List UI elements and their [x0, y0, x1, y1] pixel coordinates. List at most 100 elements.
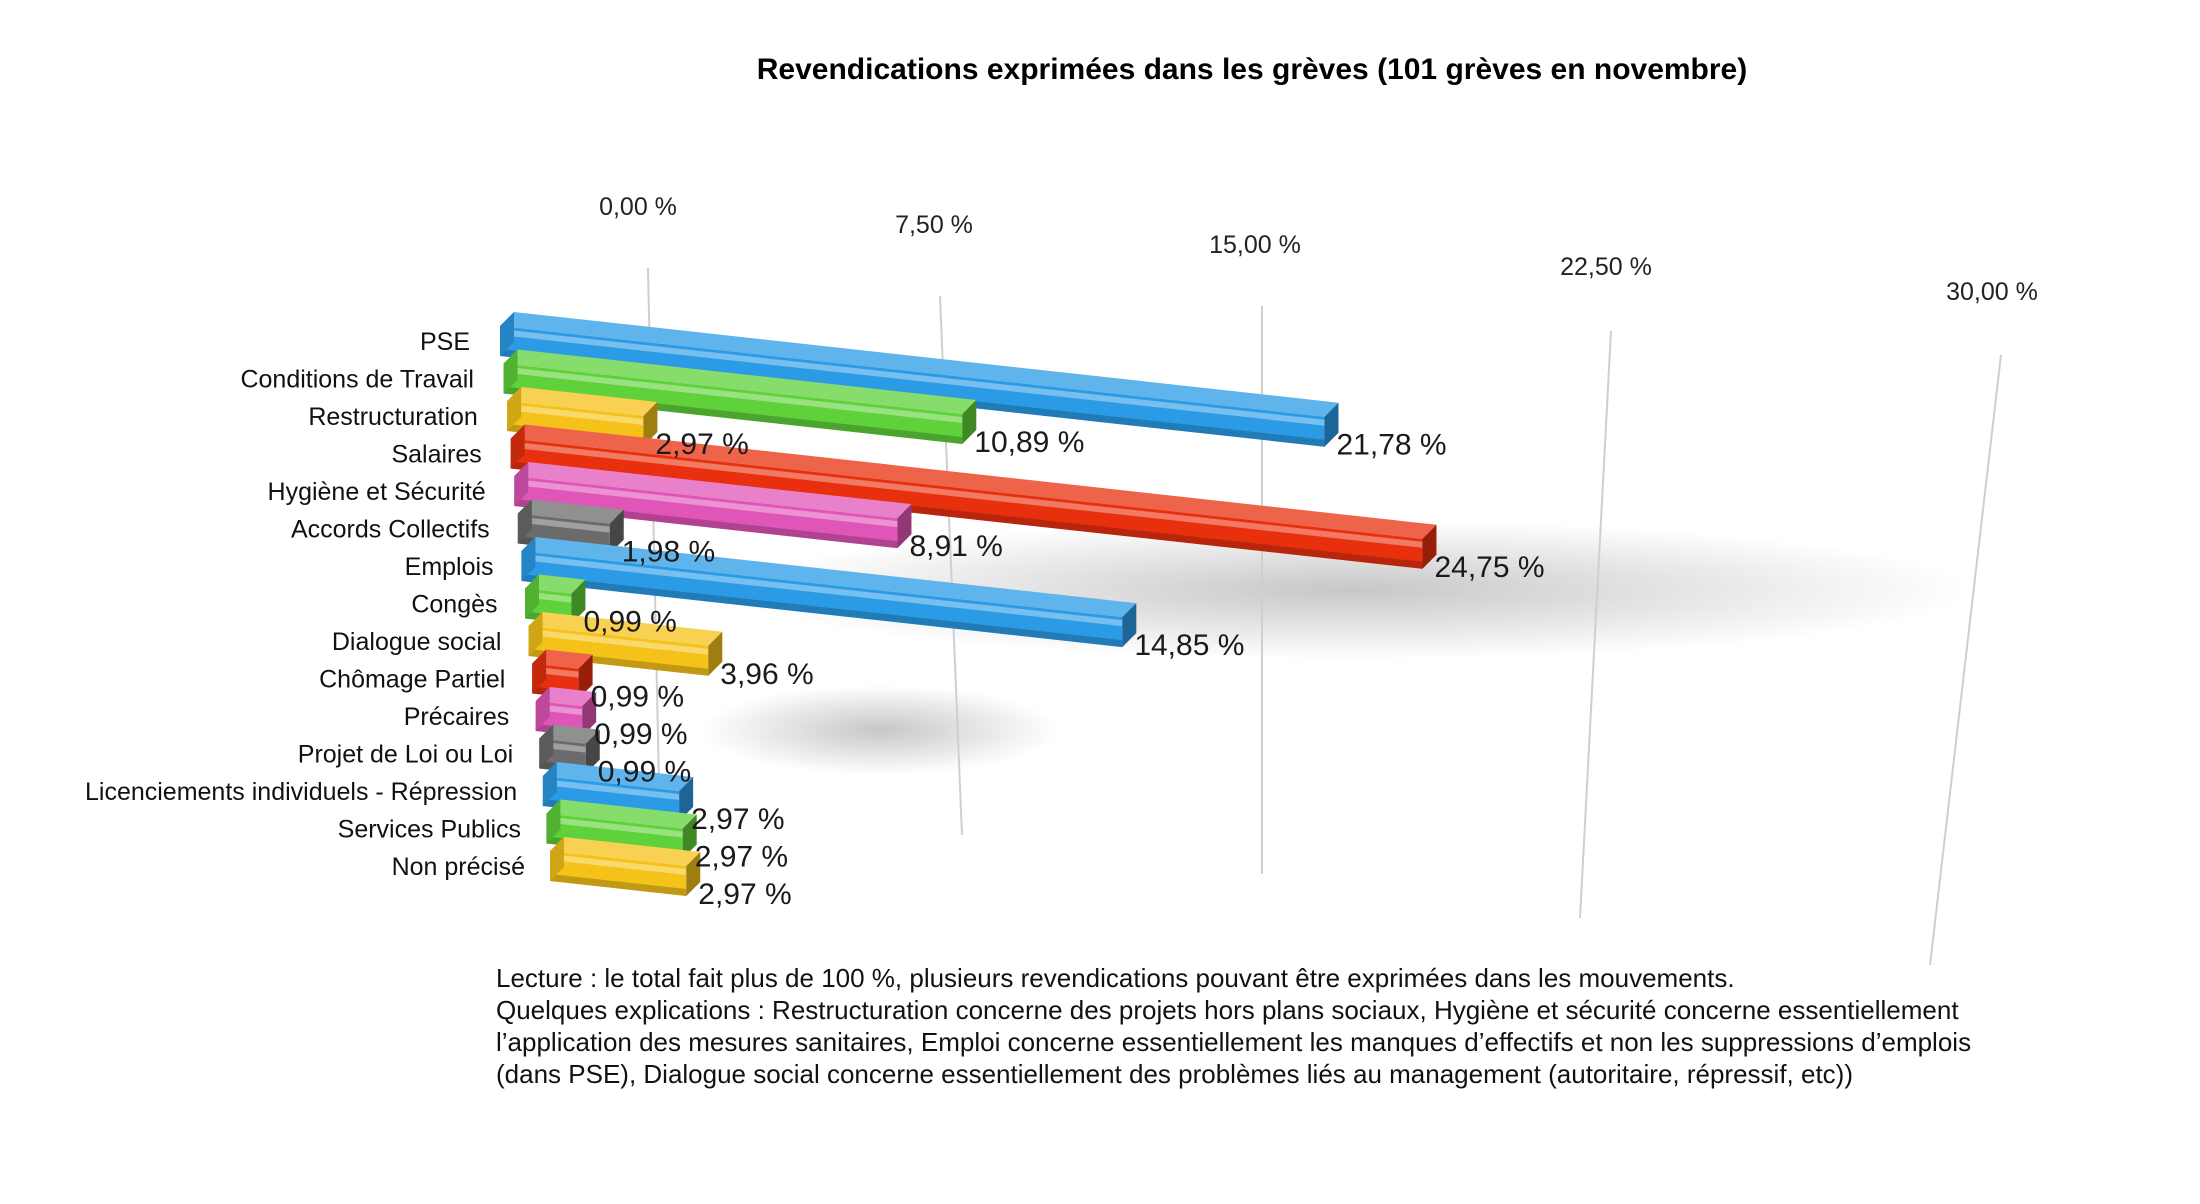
gridline	[1579, 330, 1612, 919]
value-label: 24,75 %	[1434, 551, 1544, 584]
bar-end	[582, 692, 597, 737]
bar-start	[539, 724, 554, 769]
bar	[550, 837, 701, 896]
x-tick-label: 7,50 %	[895, 211, 973, 239]
bar-shade	[521, 574, 1123, 648]
bar-highlight	[510, 441, 1423, 548]
bar-start	[550, 837, 564, 881]
value-label: 10,89 %	[974, 426, 1084, 459]
bar-highlight	[542, 779, 680, 800]
chart-title: Revendications exprimées dans les grèves…	[757, 53, 1747, 86]
value-label: 3,96 %	[720, 658, 813, 691]
bar-highlight	[514, 479, 898, 528]
category-label: Projet de Loi ou Loi	[298, 741, 513, 769]
bar-top	[539, 724, 600, 744]
value-label: 0,99 %	[594, 718, 687, 751]
category-label: Non précisé	[392, 853, 525, 881]
bar-end	[585, 729, 600, 774]
bar-end	[1122, 603, 1137, 648]
bar-end	[962, 399, 977, 444]
bar-start	[510, 424, 525, 469]
category-label: Emplois	[405, 553, 494, 581]
value-label: 1,98 %	[622, 536, 715, 569]
bar-start	[542, 762, 557, 806]
x-tick-label: 15,00 %	[1209, 231, 1301, 259]
bar-top	[546, 799, 697, 829]
bar-top	[510, 424, 1437, 539]
category-label: Services Publics	[338, 816, 521, 844]
value-label: 2,97 %	[698, 878, 791, 911]
bar-highlight	[517, 516, 610, 533]
value-label: 2,97 %	[695, 840, 788, 873]
bar-start	[517, 499, 532, 544]
bar-top	[514, 462, 912, 519]
bar-top	[528, 612, 723, 646]
bar-top	[517, 499, 624, 524]
bar-top	[500, 312, 1339, 417]
value-label: 14,85 %	[1134, 629, 1244, 662]
value-label: 0,99 %	[598, 756, 691, 789]
bar-top	[507, 387, 658, 416]
category-label: Hygiène et Sécurité	[268, 478, 486, 506]
value-label: 0,99 %	[591, 681, 684, 714]
reading-note: Lecture : le total fait plus de 100 %, p…	[496, 962, 2036, 1090]
bar-end	[682, 814, 697, 859]
bar-top	[521, 537, 1137, 618]
bar-highlight	[521, 554, 1123, 627]
bar-highlight	[550, 854, 687, 875]
bar-highlight	[528, 629, 709, 655]
bar-top	[542, 762, 694, 791]
bar-highlight	[503, 366, 963, 423]
category-label: Précaires	[404, 703, 510, 731]
category-label: Conditions de Travail	[240, 366, 473, 394]
bar-end	[609, 509, 624, 554]
value-label: 2,97 %	[655, 428, 748, 461]
note-line-1: Lecture : le total fait plus de 100 %, p…	[496, 963, 1735, 993]
bar-highlight	[500, 329, 1325, 426]
floor-shadow	[700, 685, 1060, 775]
bar-top	[535, 687, 597, 707]
bar-start	[503, 349, 518, 394]
bar	[539, 724, 600, 774]
note-line-2: Quelques explications : Restructuration …	[496, 995, 1972, 1089]
category-label: Accords Collectifs	[291, 516, 490, 544]
category-label: PSE	[420, 328, 470, 356]
bar-start	[532, 649, 547, 694]
bar-highlight	[546, 816, 683, 838]
bar-shade	[550, 874, 687, 896]
bar-start	[525, 574, 539, 619]
bar-start	[546, 799, 561, 844]
bar-start	[514, 462, 529, 506]
bar-top	[532, 649, 593, 669]
x-tick-label: 22,50 %	[1560, 253, 1652, 281]
gridline	[1929, 354, 2002, 966]
category-label: Chômage Partiel	[319, 666, 505, 694]
bar-end	[571, 579, 586, 624]
value-label: 8,91 %	[909, 530, 1002, 563]
bar-start	[507, 387, 522, 431]
bar-end	[897, 504, 912, 549]
bar-highlight	[507, 404, 644, 425]
bar-start	[521, 537, 536, 581]
bar-end	[643, 401, 658, 446]
category-label: Dialogue social	[332, 628, 502, 656]
category-label: Salaires	[391, 441, 481, 469]
bar-start	[528, 612, 543, 656]
x-tick-label: 0,00 %	[599, 193, 677, 221]
value-label: 21,78 %	[1337, 429, 1447, 462]
bar-end	[708, 631, 723, 676]
bar-end	[1422, 524, 1437, 569]
bar-end	[578, 654, 593, 699]
bar-end	[1324, 402, 1339, 447]
value-label: 0,99 %	[583, 606, 676, 639]
bar-end	[686, 851, 701, 896]
category-label: Licenciements individuels - Répression	[85, 778, 517, 806]
bar-top	[550, 837, 701, 866]
x-tick-label: 30,00 %	[1946, 278, 2038, 306]
bar-top	[525, 574, 586, 594]
bar-start	[535, 687, 550, 731]
bar-end	[679, 776, 694, 821]
category-label: Congès	[411, 591, 497, 619]
category-label: Restructuration	[308, 403, 478, 431]
